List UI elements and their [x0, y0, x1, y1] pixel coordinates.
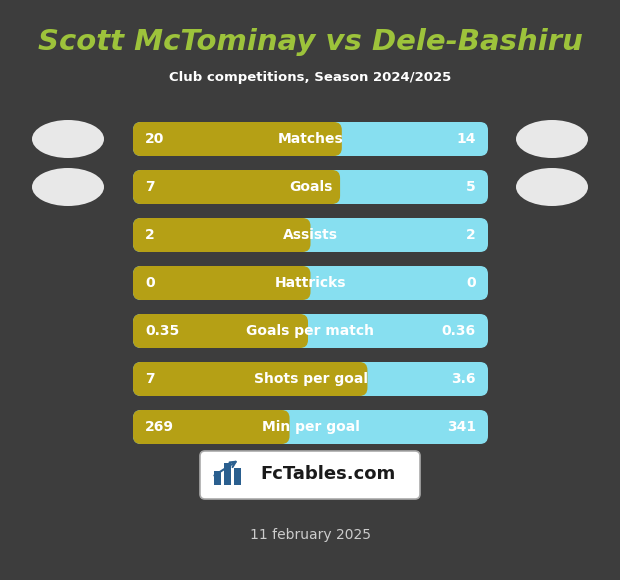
FancyBboxPatch shape: [133, 266, 488, 300]
Text: Hattricks: Hattricks: [275, 276, 346, 290]
Text: Shots per goal: Shots per goal: [254, 372, 368, 386]
Ellipse shape: [32, 120, 104, 158]
Bar: [234, 468, 241, 485]
FancyBboxPatch shape: [133, 362, 368, 396]
Text: Club competitions, Season 2024/2025: Club competitions, Season 2024/2025: [169, 71, 451, 85]
Text: 14: 14: [456, 132, 476, 146]
Text: Min per goal: Min per goal: [262, 420, 360, 434]
Text: Scott McTominay vs Dele-Bashiru: Scott McTominay vs Dele-Bashiru: [38, 28, 582, 56]
FancyBboxPatch shape: [133, 218, 488, 252]
FancyBboxPatch shape: [133, 266, 311, 300]
FancyBboxPatch shape: [133, 170, 488, 204]
FancyBboxPatch shape: [200, 451, 420, 499]
Ellipse shape: [516, 168, 588, 206]
Text: 0: 0: [145, 276, 154, 290]
Bar: [214, 471, 221, 485]
Text: 0.35: 0.35: [145, 324, 179, 338]
Text: Goals per match: Goals per match: [247, 324, 374, 338]
FancyBboxPatch shape: [133, 314, 308, 348]
Text: 11 february 2025: 11 february 2025: [249, 528, 371, 542]
Bar: [224, 463, 231, 485]
Text: 7: 7: [145, 180, 154, 194]
Text: Matches: Matches: [278, 132, 343, 146]
Text: 269: 269: [145, 420, 174, 434]
Ellipse shape: [516, 120, 588, 158]
Text: 2: 2: [145, 228, 155, 242]
Text: 0: 0: [466, 276, 476, 290]
Text: 2: 2: [466, 228, 476, 242]
Text: 0.36: 0.36: [442, 324, 476, 338]
FancyBboxPatch shape: [133, 170, 340, 204]
FancyBboxPatch shape: [133, 122, 342, 156]
FancyBboxPatch shape: [133, 122, 488, 156]
FancyBboxPatch shape: [133, 314, 488, 348]
Ellipse shape: [32, 168, 104, 206]
Text: 7: 7: [145, 372, 154, 386]
FancyBboxPatch shape: [133, 362, 488, 396]
Text: 341: 341: [447, 420, 476, 434]
FancyBboxPatch shape: [133, 410, 290, 444]
Text: FcTables.com: FcTables.com: [260, 465, 396, 483]
Text: Assists: Assists: [283, 228, 338, 242]
FancyBboxPatch shape: [133, 410, 488, 444]
FancyBboxPatch shape: [133, 218, 311, 252]
Text: 20: 20: [145, 132, 164, 146]
Text: Goals: Goals: [289, 180, 332, 194]
Text: 3.6: 3.6: [451, 372, 476, 386]
Text: 5: 5: [466, 180, 476, 194]
